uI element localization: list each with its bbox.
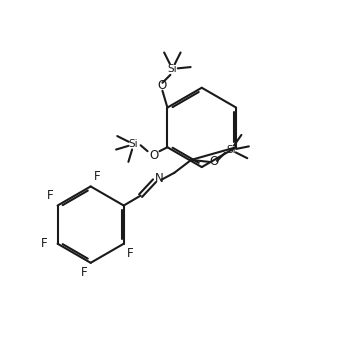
Text: Si: Si: [168, 64, 177, 74]
Text: F: F: [127, 247, 134, 260]
Text: Si: Si: [129, 139, 138, 149]
Text: O: O: [209, 155, 219, 169]
Text: F: F: [47, 189, 54, 202]
Text: N: N: [155, 172, 164, 185]
Text: F: F: [40, 237, 47, 250]
Text: F: F: [80, 266, 87, 279]
Text: F: F: [94, 170, 101, 183]
Text: O: O: [149, 149, 158, 162]
Text: O: O: [158, 79, 167, 92]
Text: Si: Si: [226, 145, 236, 155]
